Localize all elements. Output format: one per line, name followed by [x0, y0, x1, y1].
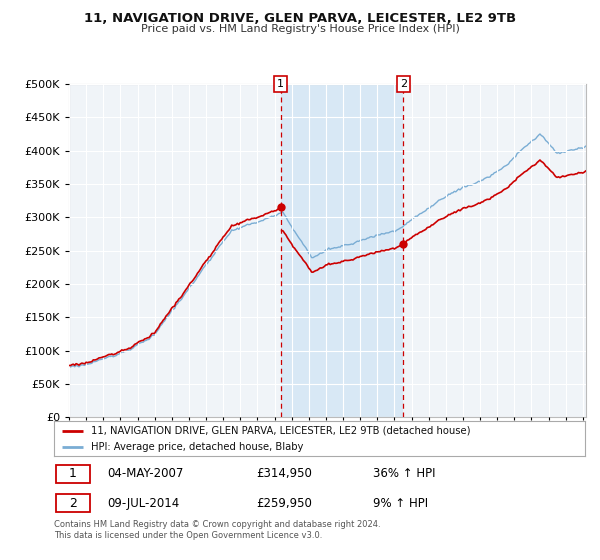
Text: Contains HM Land Registry data © Crown copyright and database right 2024.
This d: Contains HM Land Registry data © Crown c… [54, 520, 380, 540]
Bar [281, 84, 403, 417]
Text: 2: 2 [400, 79, 407, 89]
Text: 2: 2 [69, 497, 77, 510]
Text: Price paid vs. HM Land Registry's House Price Index (HPI): Price paid vs. HM Land Registry's House … [140, 24, 460, 34]
Text: £259,950: £259,950 [256, 497, 311, 510]
Text: 36% ↑ HPI: 36% ↑ HPI [373, 468, 435, 480]
Text: HPI: Average price, detached house, Blaby: HPI: Average price, detached house, Blab… [91, 441, 304, 451]
Text: 09-JUL-2014: 09-JUL-2014 [107, 497, 179, 510]
Text: 1: 1 [69, 468, 77, 480]
Text: £314,950: £314,950 [256, 468, 311, 480]
Text: 9% ↑ HPI: 9% ↑ HPI [373, 497, 428, 510]
Text: 11, NAVIGATION DRIVE, GLEN PARVA, LEICESTER, LE2 9TB (detached house): 11, NAVIGATION DRIVE, GLEN PARVA, LEICES… [91, 426, 470, 436]
FancyBboxPatch shape [56, 465, 90, 483]
Text: 04-MAY-2007: 04-MAY-2007 [107, 468, 184, 480]
FancyBboxPatch shape [56, 494, 90, 512]
Text: 11, NAVIGATION DRIVE, GLEN PARVA, LEICESTER, LE2 9TB: 11, NAVIGATION DRIVE, GLEN PARVA, LEICES… [84, 12, 516, 25]
Text: 1: 1 [277, 79, 284, 89]
